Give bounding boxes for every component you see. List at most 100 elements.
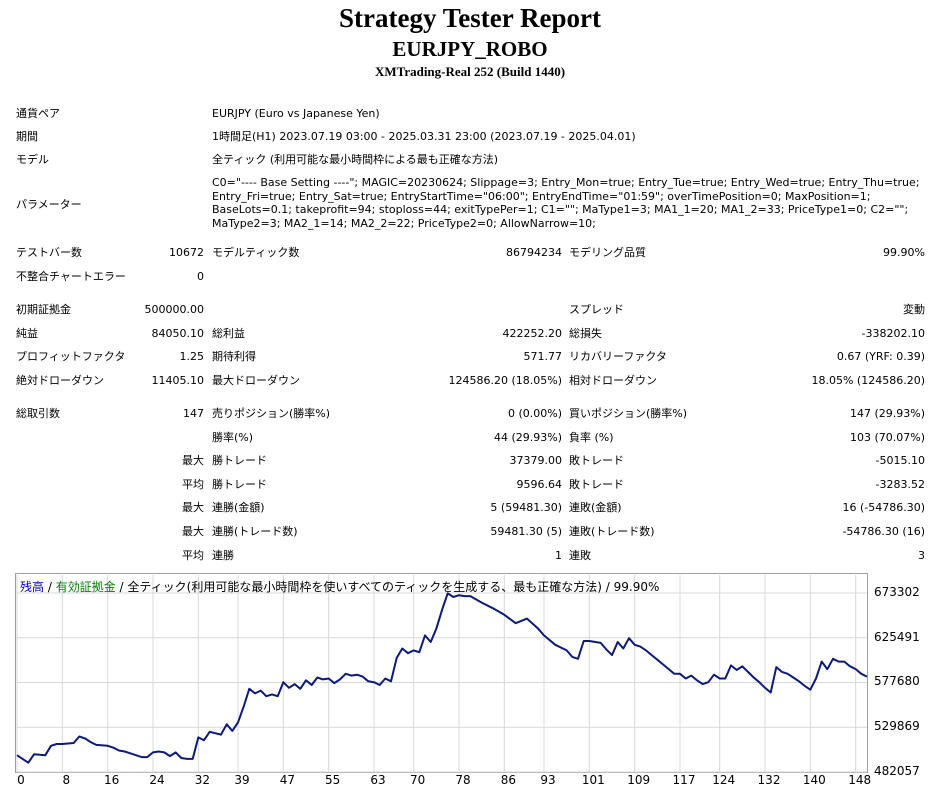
server-build: XMTrading-Real 252 (Build 1440)	[374, 64, 566, 79]
bars-row: テストバー数 10672 モデルティック数 86794234 モデリング品質 9…	[0, 242, 940, 264]
spread-label: スプレッド	[569, 303, 624, 316]
y-tick-label: 577680	[874, 674, 920, 689]
x-tick-label: 70	[410, 773, 426, 787]
quality-label: モデリング品質	[569, 246, 646, 259]
max-cons-profit-label: 連勝(トレード数)	[212, 525, 298, 538]
avg-label: 平均	[182, 478, 204, 491]
max-cons-wins-label: 連勝(金額)	[212, 501, 265, 514]
legend-equity: 有効証拠金	[55, 580, 116, 594]
loss-rate-value: 103 (70.07%)	[849, 431, 925, 444]
average-row: 平均 勝トレード 9596.64 敗トレード -3283.52	[0, 474, 940, 496]
x-tick-label: 24	[149, 773, 165, 787]
payoff-label: 期待利得	[212, 350, 256, 363]
deposit-value: 500000.00	[144, 303, 205, 316]
balance-series-line	[16, 592, 868, 764]
max-label: 最大	[182, 501, 204, 514]
x-tick-label: 101	[581, 773, 605, 787]
report-title: Strategy Tester Report	[339, 3, 601, 33]
chart-legend: 残高 / 有効証拠金 / 全ティック(利用可能な最小時間枠を使いすべてのティック…	[20, 578, 659, 595]
legend-balance: 残高	[20, 580, 45, 594]
avg-cons-losses-value: 3	[918, 549, 925, 562]
gross-loss-label: 総損失	[569, 327, 602, 340]
x-tick-label: 32	[194, 773, 210, 787]
y-tick-label: 625491	[874, 629, 920, 644]
largest-loss-label: 敗トレード	[569, 454, 624, 467]
long-value: 147 (29.93%)	[849, 407, 925, 420]
long-label: 買いポジション(勝率%)	[569, 407, 688, 420]
rf-value: 0.67 (YRF: 0.39)	[836, 350, 925, 363]
payoff-value: 571.77	[523, 350, 563, 363]
mismatch-label: 不整合チャートエラー	[16, 270, 126, 283]
symbol-label: 通貨ペア	[16, 107, 60, 120]
bars-label: テストバー数	[16, 246, 82, 259]
avg-loss-value: -3283.52	[875, 478, 925, 491]
gross-loss-value: -338202.10	[861, 327, 925, 340]
avg-cons-wins-value: 1	[555, 549, 562, 562]
rf-label: リカバリーファクタ	[569, 350, 667, 363]
largest-win-label: 勝トレード	[212, 454, 267, 467]
x-tick-label: 63	[370, 773, 386, 787]
spread-value: 変動	[903, 303, 925, 316]
period-row: 期間 1時間足(H1) 2023.07.19 03:00 - 2025.03.3…	[0, 126, 940, 148]
avg-win-label: 勝トレード	[212, 478, 267, 491]
x-tick-label: 117	[672, 773, 696, 787]
pf-row: プロフィットファクタ 1.25 期待利得 571.77 リカバリーファクタ 0.…	[0, 346, 940, 368]
x-tick-label: 86	[500, 773, 516, 787]
x-tick-label: 16	[104, 773, 120, 787]
max-cons-loss-value: -54786.30 (16)	[842, 525, 925, 538]
mismatch-value: 0	[197, 270, 204, 283]
gross-profit-label: 総利益	[212, 327, 245, 340]
y-tick-label: 673302	[874, 585, 920, 599]
mismatch-row: 不整合チャートエラー 0	[0, 266, 940, 288]
legend-quality: 99.90%	[613, 580, 660, 594]
x-tick-label: 132	[757, 773, 781, 787]
x-tick-label: 55	[325, 773, 341, 787]
legend-separator: /	[115, 580, 128, 594]
win-rate-label: 勝率(%)	[212, 431, 254, 444]
x-tick-label: 124	[712, 773, 736, 787]
x-tick-label: 8	[62, 773, 71, 787]
avg-cons-losses-label: 連敗	[569, 549, 591, 562]
deposit-label: 初期証拠金	[16, 303, 71, 316]
model-value: 全ティック (利用可能な最小時間枠による最も正確な方法)	[212, 153, 499, 166]
quality-value: 99.90%	[883, 246, 925, 259]
max-cons-profit-row: 最大 連勝(トレード数) 59481.30 (5) 連敗(トレード数) -547…	[0, 521, 940, 543]
rel-dd-value: 18.05% (124586.20)	[811, 374, 925, 387]
avg-win-value: 9596.64	[516, 478, 563, 491]
x-tick-label: 109	[627, 773, 651, 787]
pf-label: プロフィットファクタ	[16, 350, 126, 363]
short-label: 売りポジション(勝率%)	[212, 407, 331, 420]
max-dd-value: 124586.20 (18.05%)	[448, 374, 562, 387]
total-trades-value: 147	[183, 407, 204, 420]
x-tick-label: 78	[455, 773, 471, 787]
symbol-row: 通貨ペア EURJPY (Euro vs Japanese Yen)	[0, 103, 940, 125]
short-value: 0 (0.00%)	[507, 407, 562, 420]
rate-row: 勝率(%) 44 (29.93%) 負率 (%) 103 (70.07%)	[0, 427, 940, 449]
net-value: 84050.10	[151, 327, 205, 340]
total-trades-label: 総取引数	[16, 407, 60, 420]
x-tick-label: 39	[234, 773, 250, 787]
period-value: 1時間足(H1) 2023.07.19 03:00 - 2025.03.31 2…	[212, 130, 636, 143]
total-trades-row: 総取引数 147 売りポジション(勝率%) 0 (0.00%) 買いポジション(…	[0, 403, 940, 425]
win-rate-value: 44 (29.93%)	[493, 431, 562, 444]
y-tick-label: 529869	[874, 719, 920, 734]
max-cons-losses-value: 16 (-54786.30)	[842, 501, 925, 514]
pf-value: 1.25	[179, 350, 205, 363]
ticks-label: モデルティック数	[212, 246, 300, 259]
ticks-value: 86794234	[506, 246, 562, 259]
x-tick-label: 93	[540, 773, 556, 787]
avg-cons-wins-label: 連勝	[212, 549, 234, 562]
expert-name: EURJPY_ROBO	[392, 37, 548, 61]
model-label: モデル	[16, 153, 49, 166]
max-label: 最大	[182, 454, 204, 467]
max-cons-losses-label: 連敗(金額)	[569, 501, 622, 514]
max-cons-wins-row: 最大 連勝(金額) 5 (59481.30) 連敗(金額) 16 (-54786…	[0, 497, 940, 519]
loss-rate-label: 負率 (%)	[569, 431, 614, 444]
net-row: 純益 84050.10 総利益 422252.20 総損失 -338202.10	[0, 323, 940, 345]
legend-separator: /	[601, 580, 614, 594]
max-cons-wins-value: 5 (59481.30)	[490, 501, 562, 514]
params-label: パラメーター	[16, 198, 82, 211]
max-cons-loss-label: 連敗(トレード数)	[569, 525, 655, 538]
x-tick-label: 47	[279, 773, 295, 787]
